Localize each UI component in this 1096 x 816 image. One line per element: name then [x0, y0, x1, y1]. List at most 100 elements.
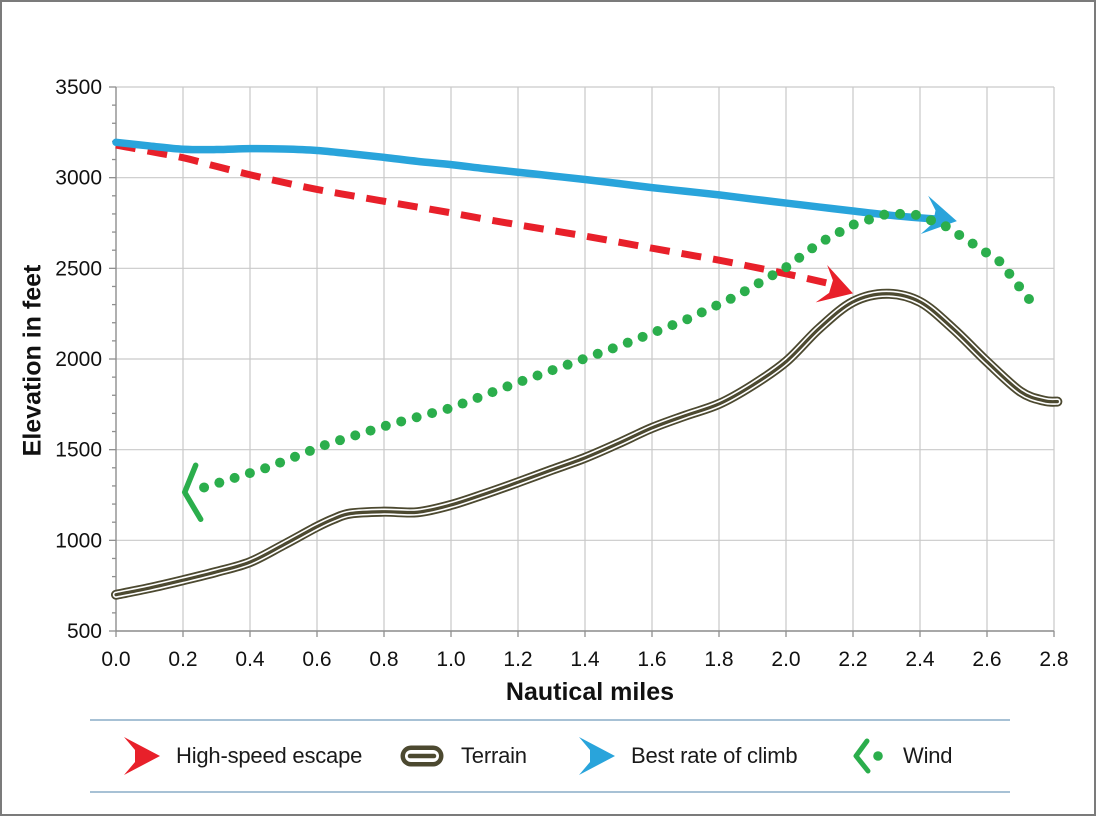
series-wind-dot — [517, 375, 528, 386]
series-wind-dot — [753, 278, 764, 289]
series-wind-dot — [260, 463, 271, 474]
series-wind-dot — [592, 348, 603, 359]
x-tick-label: 0.2 — [168, 648, 197, 671]
series-wind-dot — [199, 482, 210, 493]
y-tick-label: 3500 — [55, 76, 102, 99]
series-wind-dot — [380, 420, 391, 431]
series-wind-dot — [275, 457, 286, 468]
x-tick-label: 2.8 — [1039, 648, 1068, 671]
series-wind-dot — [711, 300, 722, 311]
series-wind-dot — [350, 430, 361, 441]
terrain-pill-icon — [400, 745, 444, 767]
x-tick-label: 2.4 — [905, 648, 935, 671]
legend-label-high-speed-escape: High-speed escape — [176, 743, 363, 768]
series-wind-dot — [794, 252, 805, 263]
series-arrowhead-0 — [815, 265, 853, 303]
series-wind-dot — [807, 243, 818, 254]
series-wind-dot — [487, 387, 498, 398]
series-wind-dot — [244, 468, 255, 479]
series-wind-dot — [767, 270, 778, 281]
series-wind-dot — [834, 227, 845, 238]
series-wind-dot — [994, 256, 1005, 267]
x-tick-label: 2.2 — [838, 648, 867, 671]
series-wind-dot — [547, 365, 558, 376]
series-wind-dot — [667, 320, 678, 331]
wind-chevron-dot-icon — [853, 738, 883, 774]
series-wind-dot — [848, 219, 859, 230]
series-wind-dot — [739, 286, 750, 297]
wind-start-arrow — [181, 462, 204, 523]
series-wind-dot — [622, 337, 633, 348]
series-wind-dot — [229, 472, 240, 483]
series-wind-dot — [696, 307, 707, 318]
y-tick-label: 2000 — [55, 348, 102, 371]
series-wind-dot — [864, 214, 875, 225]
series-wind-dot — [214, 477, 225, 488]
series-wind-dot — [1023, 293, 1034, 304]
y-tick-label: 1500 — [55, 439, 102, 462]
series-wind-dot — [954, 229, 965, 240]
series-wind-dot — [725, 293, 736, 304]
series-wind-dot — [895, 208, 906, 219]
y-tick-label: 2500 — [55, 257, 102, 280]
series-wind-dot — [1004, 268, 1015, 279]
series-wind-dot — [981, 247, 992, 258]
series-wind-dot — [781, 262, 792, 273]
series-wind-dot — [925, 215, 936, 226]
series-wind-dot — [637, 331, 648, 342]
series-wind-dot — [411, 412, 422, 423]
y-axis-title: Elevation in feet — [18, 264, 47, 457]
x-tick-label: 0.0 — [101, 648, 130, 671]
legend-item-terrain: Terrain — [398, 721, 527, 791]
series-wind-dot — [365, 425, 376, 436]
series-terrain-line-gap — [112, 290, 1061, 598]
legend-label-wind: Wind — [903, 743, 953, 768]
x-tick-label: 1.2 — [503, 648, 532, 671]
y-tick-label: 3000 — [55, 167, 102, 190]
legend-item-high-speed-escape: High-speed escape — [117, 721, 362, 791]
x-tick-label: 1.4 — [570, 648, 600, 671]
series-wind-dot — [442, 403, 453, 414]
y-tick-label: 500 — [67, 620, 102, 643]
series-wind-dot — [457, 398, 468, 409]
series-terrain-line-outer — [111, 288, 1063, 600]
legend-label-terrain: Terrain — [461, 743, 527, 768]
series-wind-dot — [562, 359, 573, 370]
x-tick-label: 0.8 — [369, 648, 398, 671]
legend-item-best-rate-of-climb: Best rate of climb — [572, 721, 798, 791]
series-wind-dot — [502, 381, 513, 392]
series-terrain-line-core — [114, 292, 1059, 597]
series-wind-dot — [910, 209, 921, 220]
series-wind-dot — [396, 416, 407, 427]
legend-label-best-rate-of-climb: Best rate of climb — [631, 743, 798, 768]
series-wind-dot — [879, 209, 890, 220]
x-tick-label: 1.8 — [704, 648, 733, 671]
series-wind-dot — [940, 221, 951, 232]
high-speed-escape-arrow-icon — [124, 737, 160, 775]
series-wind-dot — [577, 354, 588, 365]
series-wind-dot — [682, 314, 693, 325]
x-axis-title: Nautical miles — [505, 678, 675, 706]
x-tick-label: 1.0 — [436, 648, 465, 671]
x-tick-label: 1.6 — [637, 648, 666, 671]
series-best-rate-of-climb-line — [112, 138, 941, 223]
series-wind-dot — [532, 370, 543, 381]
series-wind-dot — [820, 234, 831, 245]
x-tick-label: 2.0 — [771, 648, 800, 671]
series-wind-dot — [304, 445, 315, 456]
series-arrowhead-2 — [920, 195, 957, 235]
x-tick-label: 0.6 — [302, 648, 331, 671]
x-tick-label: 0.4 — [235, 648, 265, 671]
series-wind-dot — [607, 343, 618, 354]
series-wind-dot — [472, 392, 483, 403]
series-wind-dot — [427, 408, 438, 419]
series-wind-dot — [289, 451, 300, 462]
legend: High-speed escape Terrain Best rate of c… — [90, 719, 1010, 793]
series-wind-dot — [967, 238, 978, 249]
best-rate-of-climb-arrow-icon — [579, 737, 615, 775]
x-tick-label: 2.6 — [972, 648, 1001, 671]
legend-item-wind: Wind — [850, 721, 953, 791]
series-wind-dot — [335, 435, 346, 446]
